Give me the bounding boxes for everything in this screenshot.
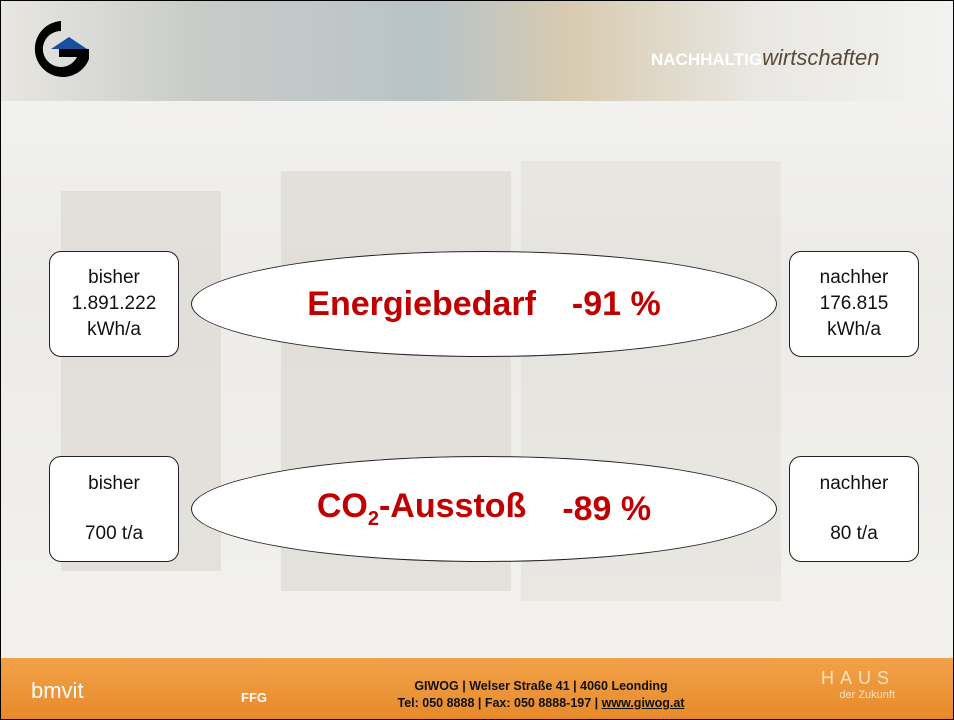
label: bisher (50, 473, 178, 495)
change: -91 % (572, 285, 661, 324)
contact: Tel: 050 8888 | Fax: 050 8888-197 | www.… (331, 695, 751, 712)
label: nachher (790, 267, 918, 289)
value: 1.891.222 (50, 293, 178, 315)
result-ellipse: CO2-Ausstoß -89 % (191, 456, 777, 562)
change: -89 % (562, 490, 651, 529)
logo-haus: HAUS der Zukunft (821, 668, 895, 701)
header-banner: NACHHALTIGwirtschaften (1, 1, 953, 101)
label: nachher (790, 473, 918, 495)
title-rest: -Ausstoß (379, 487, 526, 525)
logo-bmvit: bmvit (31, 678, 84, 704)
before-box: bisher 700 t/a (49, 456, 179, 562)
value: 700 t/a (50, 523, 178, 545)
value: 176.815 (790, 293, 918, 315)
title-sub: 2 (368, 508, 379, 530)
haus: HAUS (821, 668, 895, 689)
unit: kWh/a (50, 319, 178, 341)
brand-strong: NACHHALTIG (651, 50, 762, 69)
before-box: bisher 1.891.222 kWh/a (49, 251, 179, 357)
footer: bmvit FFG GIWOG | Welser Straße 41 | 406… (1, 658, 953, 719)
slide: NACHHALTIGwirtschaften bisher 1.891.222 … (0, 0, 954, 720)
label: bisher (50, 267, 178, 289)
title-main: CO (317, 487, 368, 525)
after-box: nachher 176.815 kWh/a (789, 251, 919, 357)
zukunft: der Zukunft (821, 689, 895, 701)
unit: kWh/a (790, 319, 918, 341)
website-link[interactable]: www.giwog.at (602, 696, 685, 710)
footer-text: GIWOG | Welser Straße 41 | 4060 Leonding… (331, 678, 751, 712)
value: 80 t/a (790, 523, 918, 545)
address: GIWOG | Welser Straße 41 | 4060 Leonding (331, 678, 751, 695)
result-ellipse: Energiebedarf -91 % (191, 251, 777, 357)
logo (21, 19, 103, 79)
logo-ffg: FFG (241, 690, 267, 705)
title: Energiebedarf (307, 285, 536, 324)
phone-fax: Tel: 050 8888 | Fax: 050 8888-197 | (398, 696, 602, 710)
title: CO2-Ausstoß (317, 487, 526, 531)
after-box: nachher 80 t/a (789, 456, 919, 562)
brand: NACHHALTIGwirtschaften (651, 45, 880, 71)
brand-light: wirtschaften (762, 45, 879, 70)
